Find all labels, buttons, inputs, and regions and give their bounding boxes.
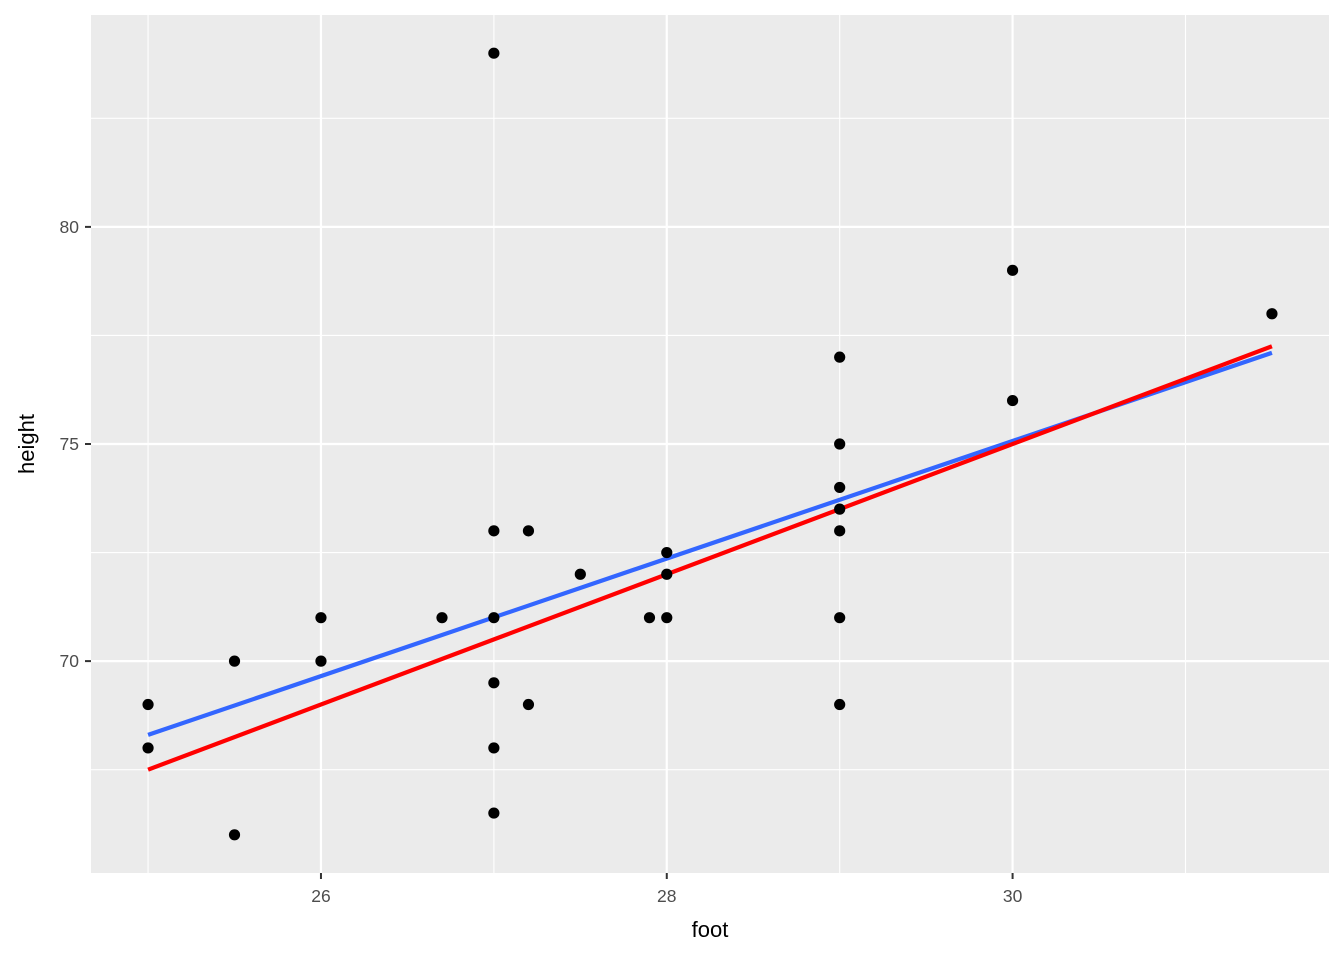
data-point <box>488 677 500 689</box>
data-point <box>834 503 846 515</box>
data-point <box>834 351 846 363</box>
data-point <box>488 742 500 754</box>
axes: 26 28 30 70 75 80 <box>60 217 1023 906</box>
x-tick-label: 30 <box>1003 886 1023 906</box>
x-axis-title: foot <box>692 917 729 942</box>
data-point <box>661 612 673 624</box>
data-point <box>228 655 241 667</box>
data-point <box>488 525 500 537</box>
y-axis-title: height <box>14 414 39 474</box>
data-point <box>228 829 241 841</box>
data-point <box>488 47 500 59</box>
x-tick-label: 26 <box>311 886 330 906</box>
data-point <box>643 612 656 624</box>
data-point <box>488 807 500 819</box>
y-tick-label: 80 <box>60 217 80 237</box>
data-points <box>142 47 1278 841</box>
y-tick-label: 70 <box>60 651 80 671</box>
data-point <box>436 612 448 624</box>
data-point <box>488 612 500 624</box>
data-point <box>1006 264 1019 276</box>
data-point <box>142 742 154 754</box>
data-point <box>1006 394 1019 407</box>
y-tick-label: 75 <box>60 434 79 454</box>
data-point <box>522 525 535 537</box>
data-point <box>834 481 846 494</box>
fit-lines <box>147 344 1273 772</box>
data-point <box>661 546 673 559</box>
data-point <box>661 568 673 580</box>
data-point <box>834 612 846 624</box>
data-point <box>522 698 535 711</box>
x-tick-label: 28 <box>657 886 676 906</box>
data-point <box>834 438 846 450</box>
red-fit-line <box>147 344 1273 772</box>
data-point <box>574 568 586 580</box>
data-point <box>142 698 154 711</box>
data-point <box>834 698 846 711</box>
data-point <box>834 525 846 537</box>
data-point <box>1266 308 1278 320</box>
data-point <box>315 612 327 624</box>
data-point <box>315 655 327 667</box>
